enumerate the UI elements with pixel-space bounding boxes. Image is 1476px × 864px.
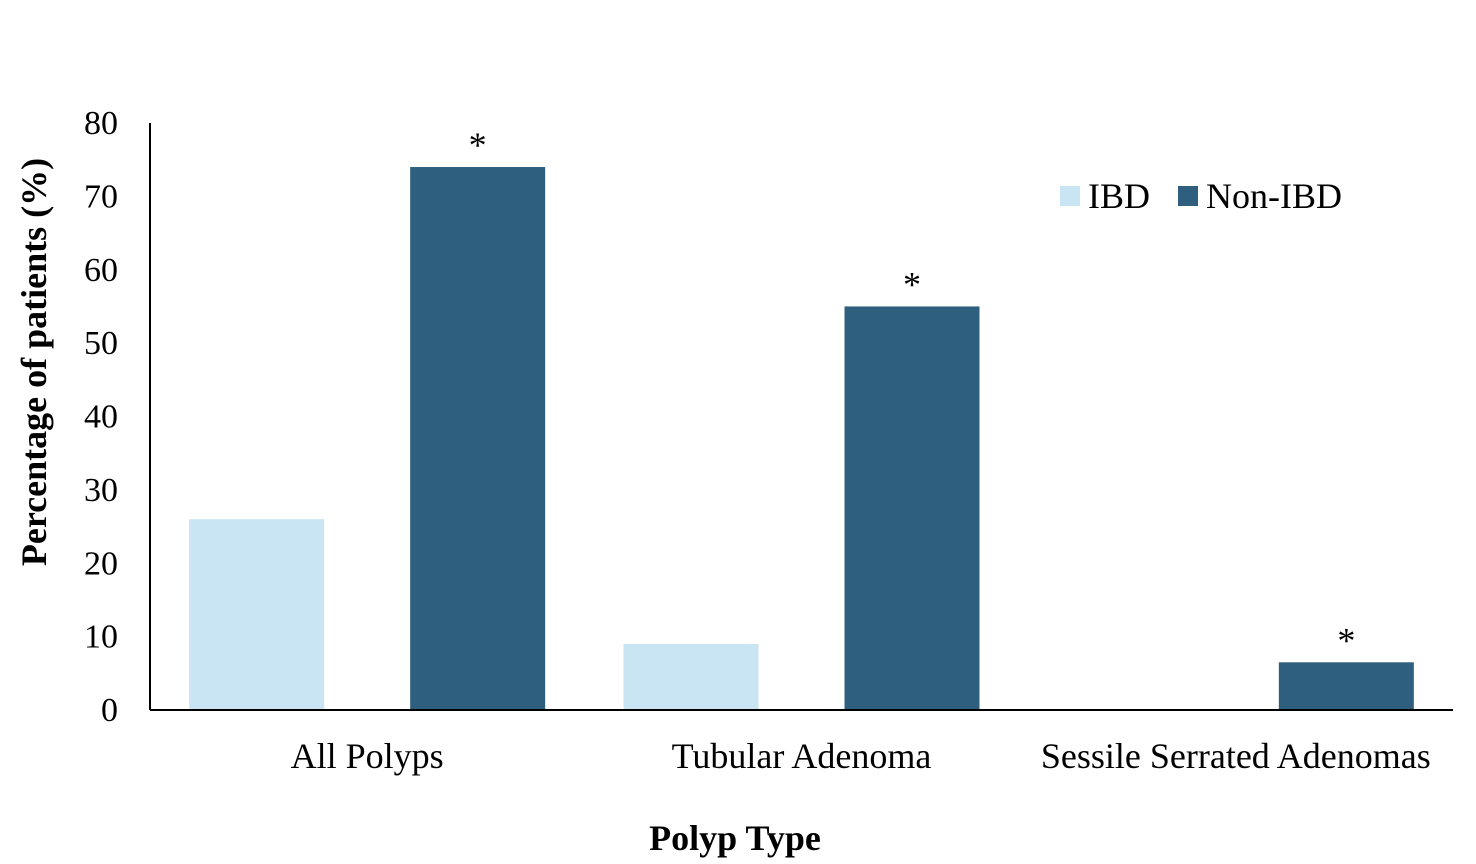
bar-ibd <box>623 643 759 710</box>
y-tick-label: 20 <box>84 545 118 582</box>
y-axis-ticks: 0 10 20 30 40 50 60 70 80 <box>84 105 118 729</box>
x-category-label: Sessile Serrated Adenomas <box>1041 736 1431 776</box>
significance-star: * <box>1337 620 1355 660</box>
y-tick-label: 70 <box>84 178 118 215</box>
legend-label: Non-IBD <box>1206 176 1342 216</box>
y-axis-title: Percentage of patients (%) <box>14 158 54 566</box>
y-tick-label: 60 <box>84 252 118 289</box>
x-category-label: Tubular Adenoma <box>672 736 932 776</box>
significance-star: * <box>469 125 487 165</box>
y-tick-label: 40 <box>84 399 118 436</box>
legend-swatch <box>1178 186 1198 206</box>
y-tick-label: 0 <box>101 692 118 729</box>
y-tick-label: 30 <box>84 472 118 509</box>
legend-swatch <box>1060 186 1080 206</box>
significance-markers: * * * <box>469 125 1356 660</box>
x-category-label: All Polyps <box>291 736 444 776</box>
y-tick-label: 80 <box>84 105 118 142</box>
x-axis-title: Polyp Type <box>649 818 821 858</box>
x-axis-categories: All Polyps Tubular Adenoma Sessile Serrate… <box>291 736 1431 776</box>
bar-ibd <box>189 519 325 710</box>
legend: IBD Non-IBD <box>1060 176 1342 216</box>
bar-non-ibd <box>1278 662 1414 710</box>
legend-label: IBD <box>1088 176 1150 216</box>
y-tick-label: 50 <box>84 325 118 362</box>
legend-item: IBD <box>1060 176 1150 216</box>
y-tick-label: 10 <box>84 619 118 656</box>
bar-non-ibd <box>410 167 546 710</box>
significance-star: * <box>903 264 921 304</box>
bars-group <box>189 167 1414 710</box>
bar-non-ibd <box>844 306 980 710</box>
legend-item: Non-IBD <box>1178 176 1342 216</box>
